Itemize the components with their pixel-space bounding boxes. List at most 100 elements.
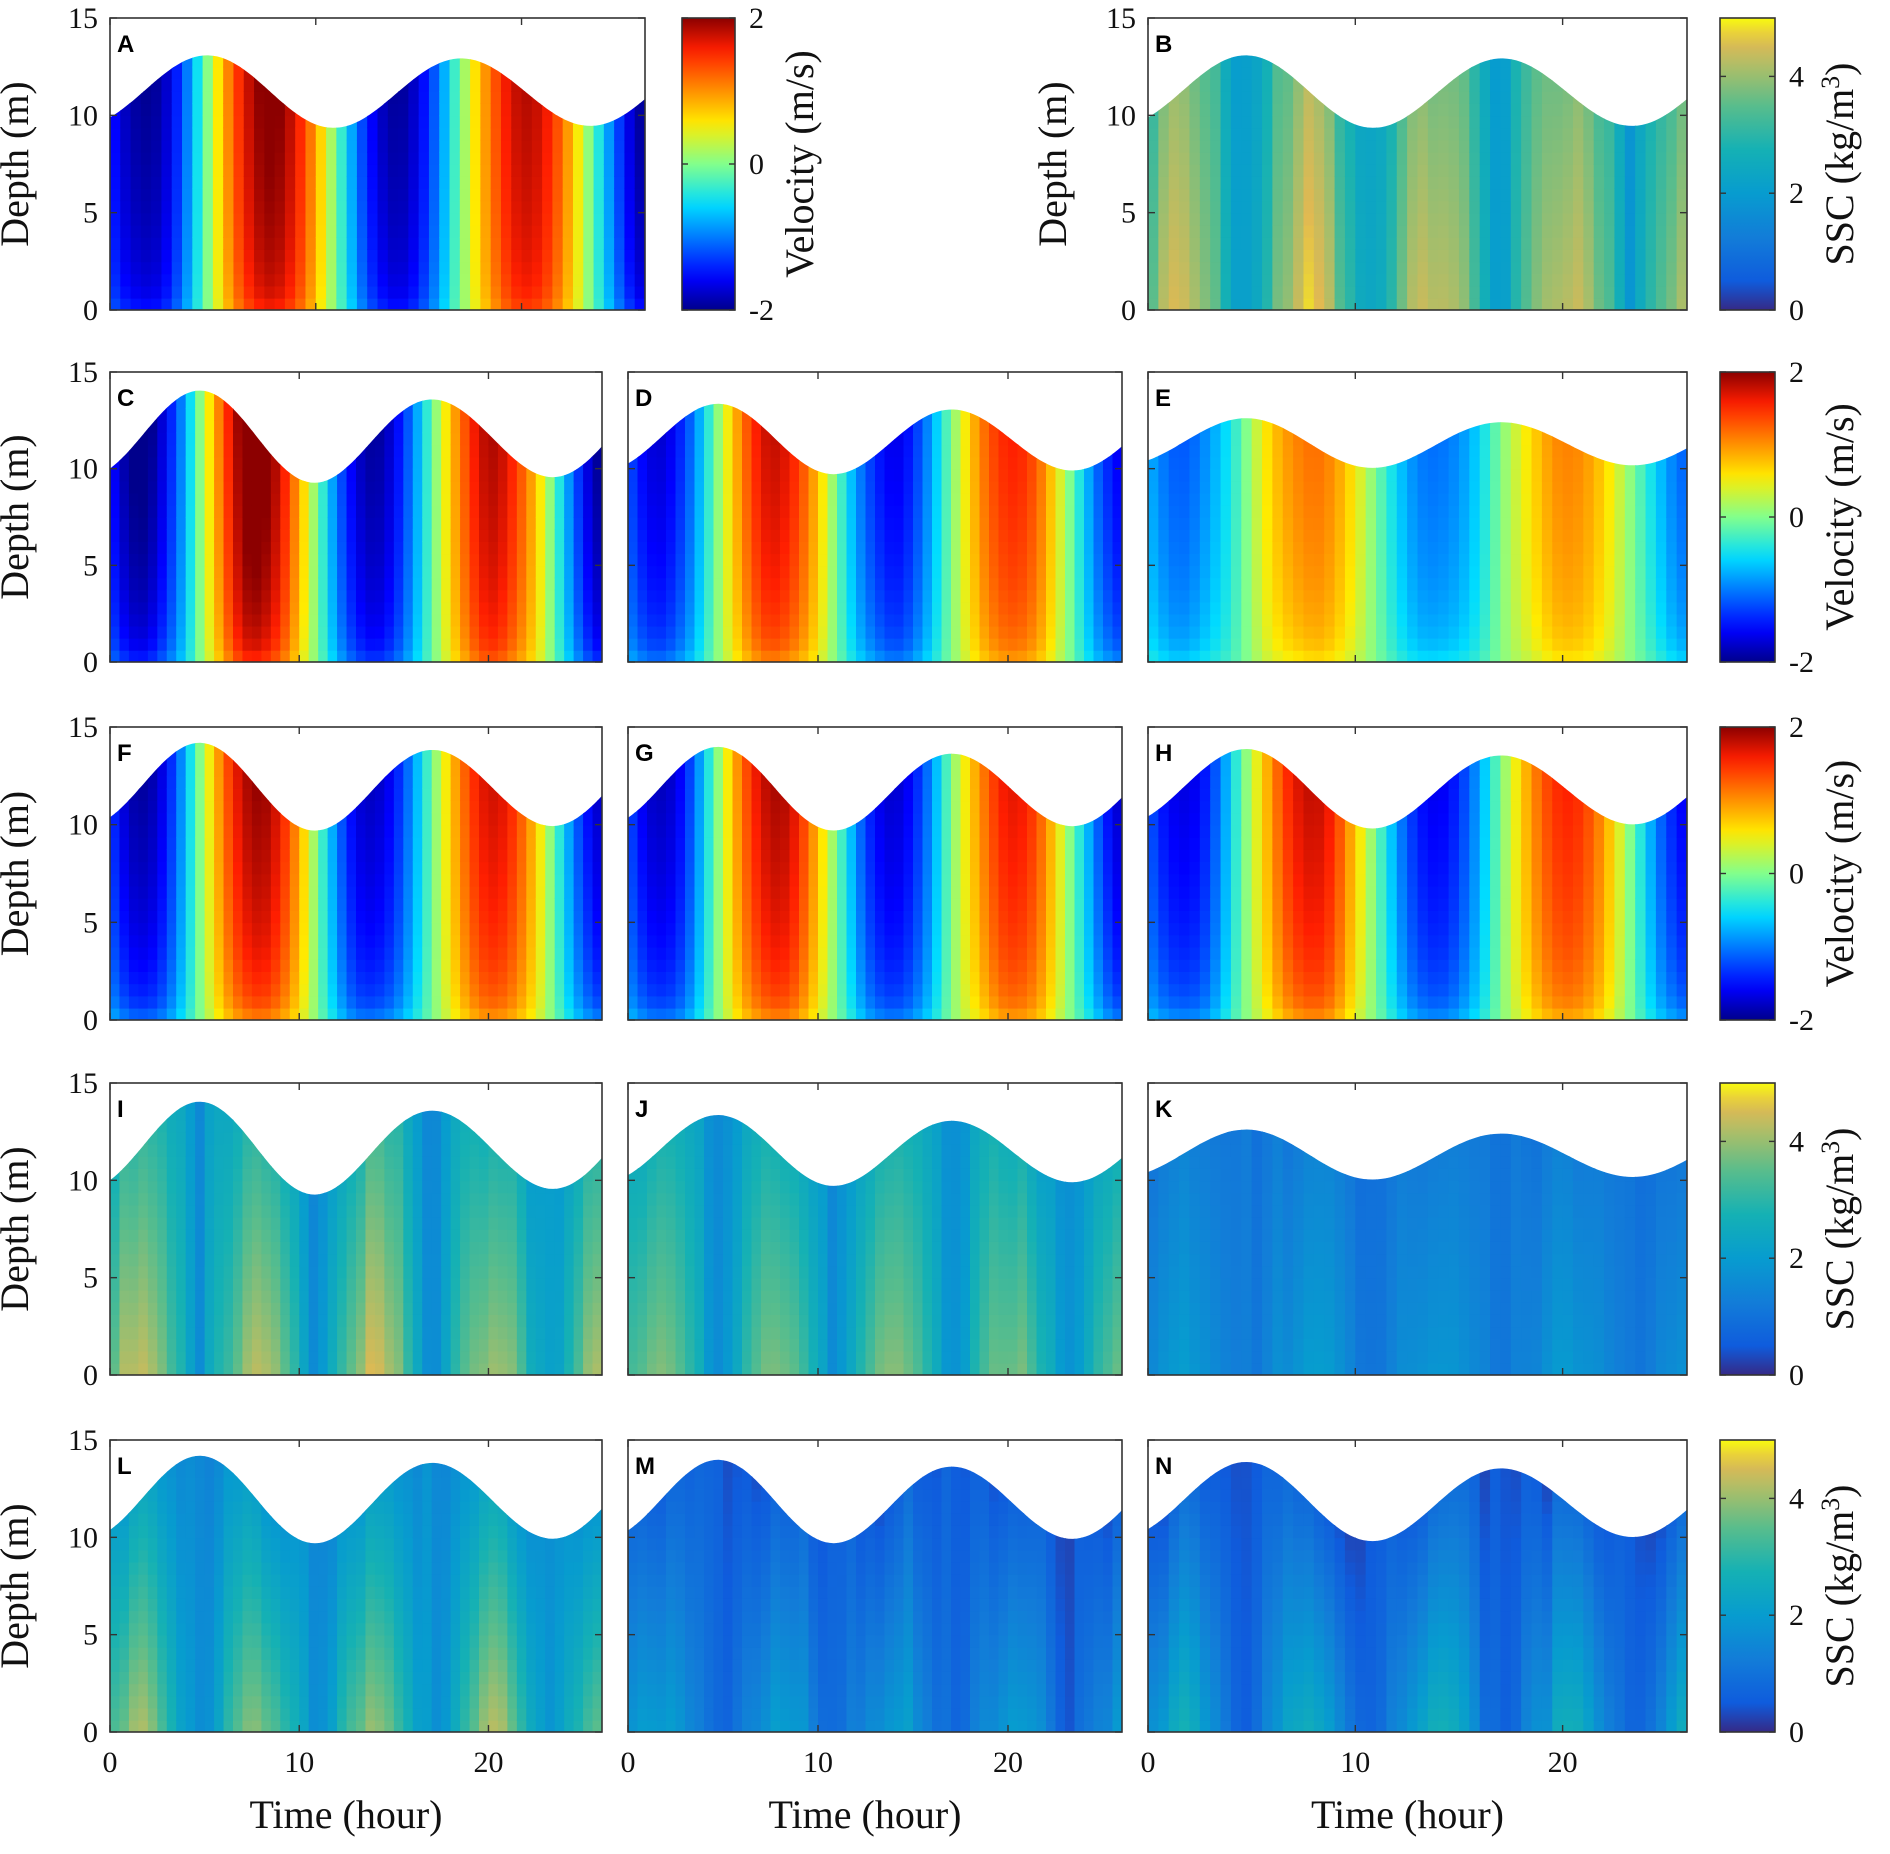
heatmap-cell [875, 553, 886, 567]
heatmap-cell [922, 432, 933, 446]
heatmap-cell [403, 468, 414, 482]
heatmap-cell [318, 517, 329, 530]
heatmap-cell [469, 420, 480, 434]
heatmap-cell [418, 273, 430, 287]
heatmap-cell [1148, 66, 1160, 80]
heatmap-cell [318, 480, 329, 494]
heatmap-cell [204, 613, 215, 627]
heatmap-cell [1552, 42, 1563, 55]
heatmap-cell [552, 176, 564, 190]
heatmap-cell [554, 553, 565, 567]
heatmap-cell [573, 553, 584, 567]
heatmap-cell [733, 384, 743, 397]
heatmap-cell [875, 577, 886, 591]
heatmap-cell [1262, 91, 1274, 104]
heatmap-cell [656, 492, 667, 506]
heatmap-cell [1541, 212, 1554, 226]
heatmap-cell [422, 589, 433, 603]
heatmap-cell [685, 637, 696, 651]
heatmap-cell [204, 637, 215, 651]
heatmap-cell [1604, 42, 1615, 55]
heatmap-cell [979, 529, 990, 542]
heatmap-cell [507, 553, 518, 567]
heatmap-cell [1055, 408, 1066, 422]
heatmap-cell [704, 492, 715, 506]
heatmap-cell [780, 432, 791, 446]
heatmap-cell [299, 432, 310, 446]
heatmap-cell [299, 577, 310, 591]
heatmap-cell [377, 200, 389, 214]
heatmap-cell [884, 541, 895, 555]
heatmap-cell [120, 273, 132, 287]
heatmap-cell [1448, 273, 1460, 287]
heatmap-cell [497, 432, 509, 446]
heatmap-cell [488, 480, 499, 494]
heatmap-cell [894, 408, 905, 422]
heatmap-cell [299, 565, 310, 579]
heatmap-cell [960, 480, 971, 494]
heatmap-cell [531, 237, 543, 250]
heatmap-cell [490, 127, 502, 141]
heatmap-cell [1056, 384, 1066, 397]
heatmap-cell [1074, 541, 1085, 555]
heatmap-cell [431, 565, 442, 579]
heatmap-cell [742, 456, 753, 470]
heatmap-cell [742, 637, 753, 651]
heatmap-cell [147, 408, 159, 422]
heatmap-cell [552, 212, 564, 226]
heatmap-cell [846, 517, 857, 530]
heatmap-cell [526, 517, 537, 530]
heatmap-cell [110, 91, 122, 104]
heatmap-cell [1562, 273, 1574, 287]
heatmap-cell [261, 565, 272, 579]
heatmap-cell [280, 492, 291, 506]
heatmap-cell [1593, 285, 1605, 299]
heatmap-cell [441, 649, 452, 662]
heatmap-cell [497, 553, 509, 567]
heatmap-cell [875, 403, 886, 410]
heatmap-cell [1459, 18, 1470, 31]
heatmap-cell [439, 139, 451, 153]
heatmap-cell [1583, 273, 1595, 287]
heatmap-cell [1531, 139, 1543, 153]
heatmap-cell [243, 212, 255, 226]
heatmap-cell [614, 127, 626, 141]
heatmap-cell [511, 139, 523, 153]
heatmap-cell [326, 18, 337, 31]
heatmap-cell [1168, 237, 1180, 250]
heatmap-cell [742, 577, 753, 591]
heatmap-cell [521, 91, 533, 104]
heatmap-cell [233, 577, 244, 591]
heatmap-cell [176, 480, 187, 494]
heatmap-cell [1036, 480, 1047, 494]
heatmap-cell [1645, 297, 1657, 311]
heatmap-cell [685, 553, 696, 567]
heatmap-cell [1510, 273, 1522, 287]
heatmap-cell [393, 565, 405, 579]
heatmap-cell [166, 589, 178, 603]
heatmap-cell [516, 577, 528, 591]
heatmap-cell [1008, 625, 1019, 639]
heatmap-cell [1158, 237, 1170, 250]
heatmap-cell [903, 589, 914, 603]
heatmap-cell [542, 212, 554, 226]
heatmap-cell [998, 492, 1009, 506]
heatmap-cell [1583, 297, 1595, 311]
heatmap-cell [441, 613, 452, 627]
panel-c-frame [109, 371, 603, 663]
heatmap-cell [1593, 261, 1605, 275]
heatmap-cell [545, 637, 556, 651]
heatmap-cell [603, 139, 615, 153]
heatmap-cell [1541, 249, 1554, 263]
heatmap-cell [517, 372, 527, 385]
heatmap-cell [280, 408, 291, 422]
heatmap-cell [195, 372, 205, 385]
heatmap-cell [384, 565, 395, 579]
heatmap-cell [1573, 42, 1584, 55]
heatmap-cell [647, 480, 658, 494]
heatmap-cell [318, 444, 329, 458]
heatmap-cell [223, 212, 235, 226]
heatmap-cell [1046, 468, 1057, 482]
heatmap-cell [295, 127, 307, 141]
heatmap-cell [989, 468, 1000, 482]
